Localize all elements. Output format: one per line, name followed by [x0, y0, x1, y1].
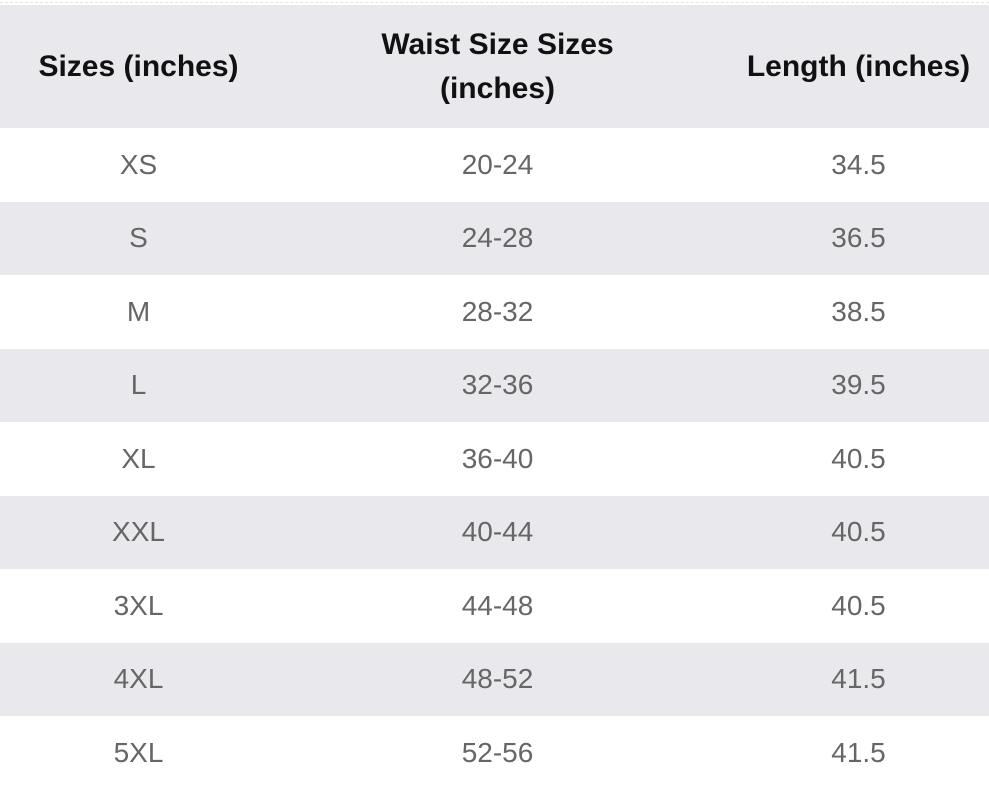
header-cell: Sizes (inches): [0, 5, 277, 128]
header-cell: Length (inches): [718, 5, 989, 128]
table-cell: 36.5: [718, 201, 989, 275]
table-cell: 4XL: [0, 642, 277, 716]
table-row: XS 20-24 34.5: [0, 128, 989, 202]
table-body: XS 20-24 34.5 S 24-28 36.5 M 28-32 38.5 L 32-36 39.…: [0, 128, 989, 790]
table-row: M 28-32 38.5: [0, 275, 989, 349]
top-rule: [0, 2, 989, 3]
table-row: 4XL 48-52 41.5: [0, 642, 989, 716]
table-cell: S: [0, 201, 277, 275]
header-row: Sizes (inches) Waist Size Sizes (inches) L…: [0, 5, 989, 128]
table-cell: XXL: [0, 495, 277, 569]
table-cell: 52-56: [461, 736, 534, 768]
table-cell: 3XL: [113, 589, 164, 621]
table-cell: 40.5: [718, 495, 989, 569]
table-cell: 32-36: [277, 348, 718, 422]
header-text: Waist Size Sizes (inches): [381, 27, 614, 105]
table-cell: 34.5: [831, 148, 886, 180]
header-text: Sizes (inches): [38, 49, 239, 83]
table-cell: XL: [121, 442, 156, 474]
table-row: XXL 40-44 40.5: [0, 495, 989, 569]
table-cell: XS: [119, 148, 158, 180]
table-cell: L: [0, 348, 277, 422]
table-row: S 24-28 36.5: [0, 201, 989, 275]
table-cell: 40.5: [831, 442, 886, 474]
table-cell: 40-44: [277, 495, 718, 569]
table-row: XL 36-40 40.5: [0, 422, 989, 496]
table-cell: 39.5: [718, 348, 989, 422]
table-cell: 36-40: [461, 442, 534, 474]
table-cell: 41.5: [831, 736, 886, 768]
table-cell: 48-52: [277, 642, 718, 716]
header-cell: Waist Size Sizes (inches): [277, 5, 718, 128]
table-cell: 38.5: [831, 295, 886, 327]
size-table: Sizes (inches) Waist Size Sizes (inches) L…: [0, 5, 989, 790]
table-cell: 28-32: [461, 295, 534, 327]
table-cell: 24-28: [277, 201, 718, 275]
table-cell: 41.5: [718, 642, 989, 716]
table-row: L 32-36 39.5: [0, 348, 989, 422]
table-cell: 40.5: [831, 589, 886, 621]
table-cell: 20-24: [461, 148, 534, 180]
header-text: Length (inches): [746, 49, 971, 83]
table-cell: M: [126, 295, 151, 327]
table-row: 3XL 44-48 40.5: [0, 569, 989, 643]
table-cell: 5XL: [113, 736, 164, 768]
table-cell: 44-48: [461, 589, 534, 621]
table-row: 5XL 52-56 41.5: [0, 716, 989, 790]
